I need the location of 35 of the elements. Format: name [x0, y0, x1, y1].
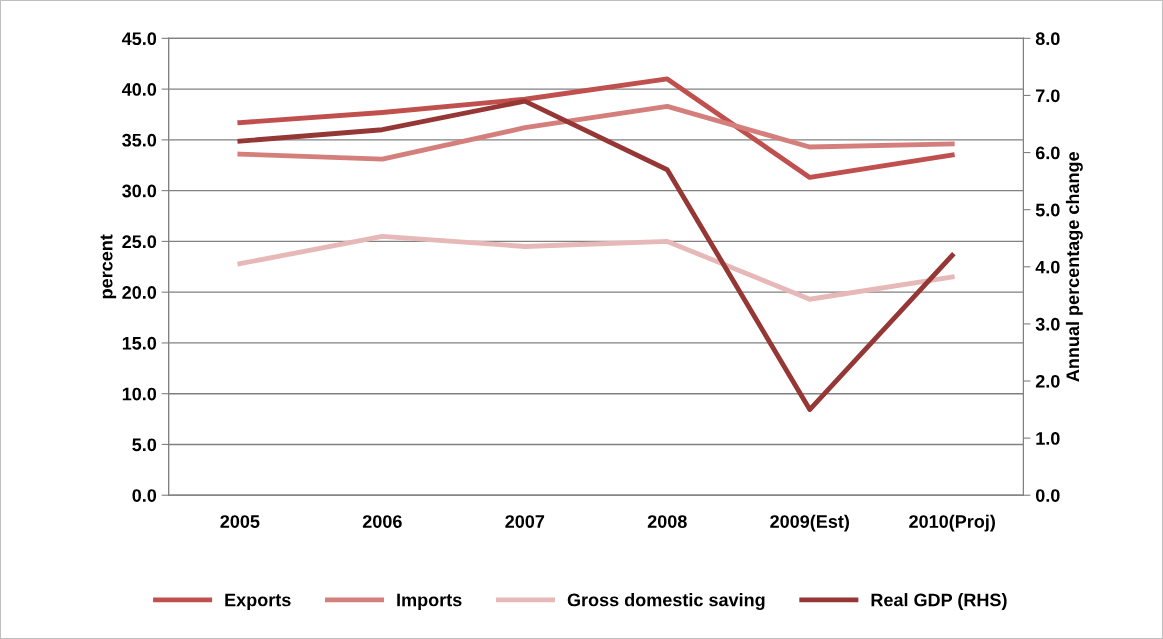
y2-tick-label: 2.0: [1035, 374, 1060, 388]
x-tick-label: 2006: [362, 515, 402, 528]
y2-tick-label: 1.0: [1036, 432, 1060, 445]
y-tick-label: 15.0: [122, 336, 157, 350]
y-tick-label: 10.0: [122, 387, 157, 401]
y2-tick-label: 4.0: [1035, 260, 1060, 274]
y-tick-label: 40.0: [121, 83, 157, 96]
x-tick-label: 2005: [220, 515, 260, 528]
legend-label: Gross domestic saving: [567, 593, 765, 610]
line-series: [237, 103, 955, 162]
y-tick-label: 20.0: [122, 286, 157, 299]
y-tick-label: 0.0: [132, 489, 157, 502]
line-series: [237, 233, 955, 302]
y2-tick-label: 0.0: [1035, 489, 1060, 502]
x-tick-label: 2009(Est): [770, 514, 849, 532]
x-tick-label: 2008: [647, 515, 687, 528]
y2-tick-label: 3.0: [1035, 317, 1060, 331]
y-tick-label: 5.0: [132, 438, 157, 452]
y-tick-label: 30.0: [122, 184, 157, 198]
y2-axis-title: Annual percentage change: [1065, 152, 1083, 382]
y-tick-label: 25.0: [122, 235, 157, 249]
legend-label: Exports: [225, 593, 291, 610]
line-series: [237, 76, 955, 180]
legend-label: Imports: [397, 593, 462, 610]
y-tick-label: 45.0: [121, 32, 157, 46]
y-axis-title: percent: [100, 234, 117, 299]
y2-tick-label: 8.0: [1035, 32, 1060, 46]
legend-label: Real GDP (RHS): [871, 593, 1007, 610]
line-series: [237, 98, 955, 412]
x-tick-label: 2010(Proj): [909, 514, 995, 532]
x-tick-label: 2007: [505, 515, 545, 528]
y2-tick-label: 7.0: [1036, 89, 1060, 103]
y2-tick-label: 6.0: [1035, 146, 1060, 160]
y-tick-label: 35.0: [122, 133, 157, 147]
y2-tick-label: 5.0: [1035, 203, 1060, 217]
